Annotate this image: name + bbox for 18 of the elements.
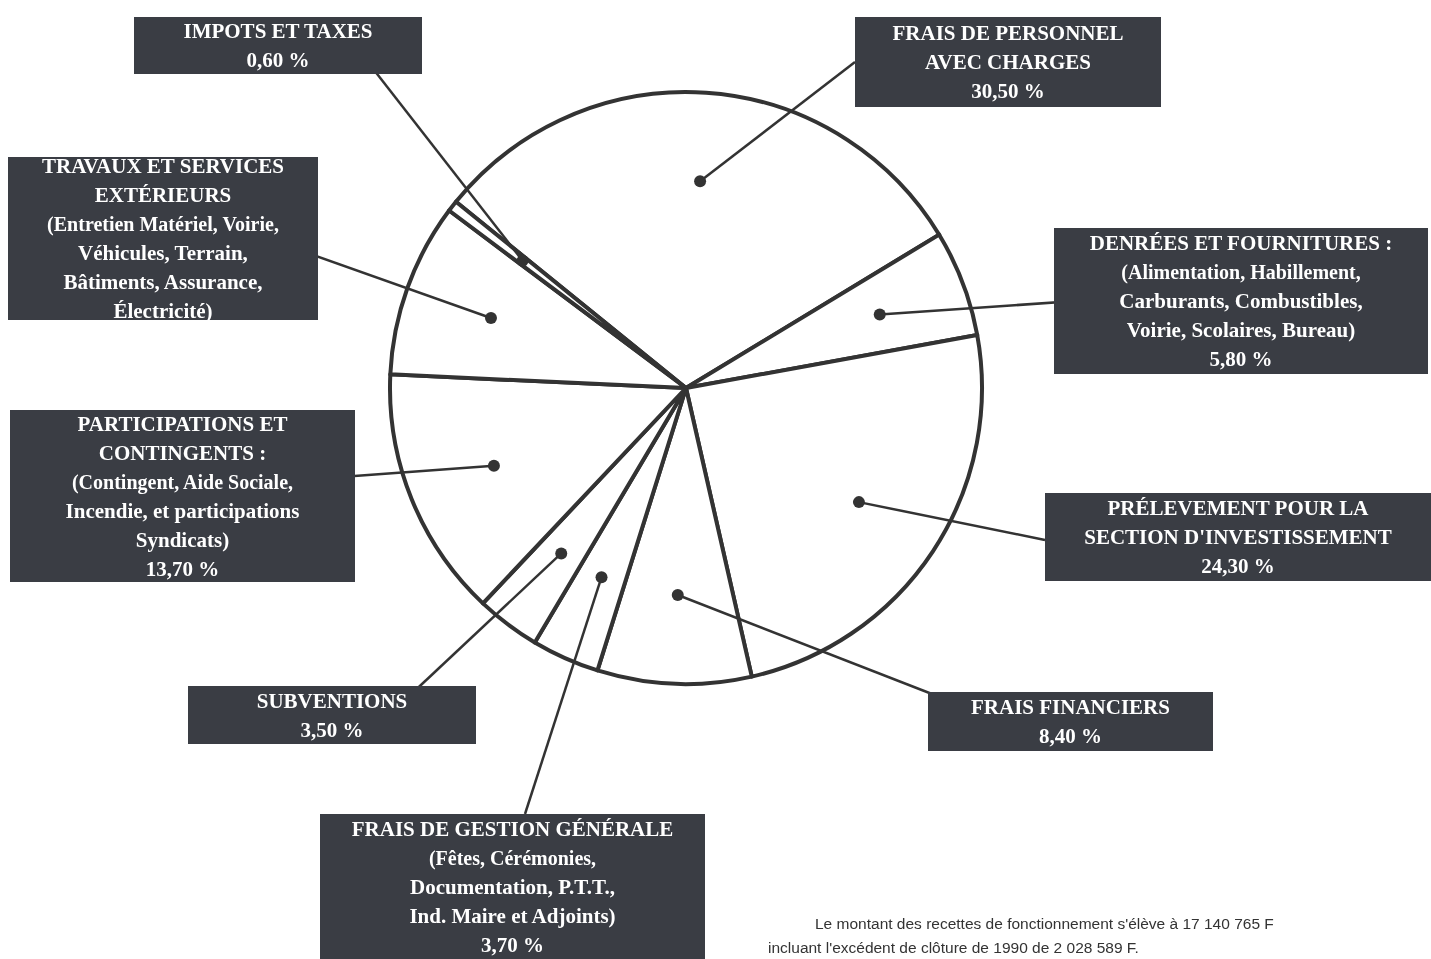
slice-label: PARTICIPATIONS ET CONTINGENTS : (Contingent, Aide Sociale, Incendie, et participations Syndicats) <box>65 411 300 552</box>
slice-label: FRAIS FINANCIERS <box>971 695 1170 720</box>
slice-label: IMPOTS ET TAXES <box>183 19 373 44</box>
slice-label: DENRÉES ET FOURNITURES : (Alimentation, Habillement, Carburants, Combustibles, Voirie, Scolaires, Bureau) <box>1089 231 1393 343</box>
data-label: 5,80 % <box>1209 347 1273 372</box>
slice-label: FRAIS DE GESTION GÉNÉRALE (Fêtes, Cérémonies, Documentation, P.T.T., Ind. Maire et Adjoints) <box>351 816 674 928</box>
slice-label: SUBVENTIONS <box>256 688 408 713</box>
text: Le montant des recettes de fonctionnement s'élève à 17 140 765 F incluant l'excédent de clôture de 1990 de 2 028 589 F. <box>768 915 1274 956</box>
data-label: 13,70 % <box>145 556 220 581</box>
data-label: 8,40 % <box>1039 724 1102 749</box>
slice-label: FRAIS DE PERSONNEL AVEC CHARGES <box>892 21 1124 75</box>
data-label: 24,30 % <box>1201 554 1275 579</box>
slice-label: TRAVAUX ET SERVICES EXTÉRIEURS (Entretien Matériel, Voirie, Véhicules, Terrain, Bâtiments, Assurance, Électricité) <box>41 154 285 324</box>
data-label: 30,50 % <box>971 79 1045 104</box>
data-label: 0,60 % <box>246 48 310 73</box>
data-label: 3,70 % <box>481 932 544 957</box>
slice-label: PRÉLEVEMENT POUR LA SECTION D'INVESTISSEMENT <box>1084 496 1392 550</box>
data-label: 3,50 % <box>300 717 364 742</box>
